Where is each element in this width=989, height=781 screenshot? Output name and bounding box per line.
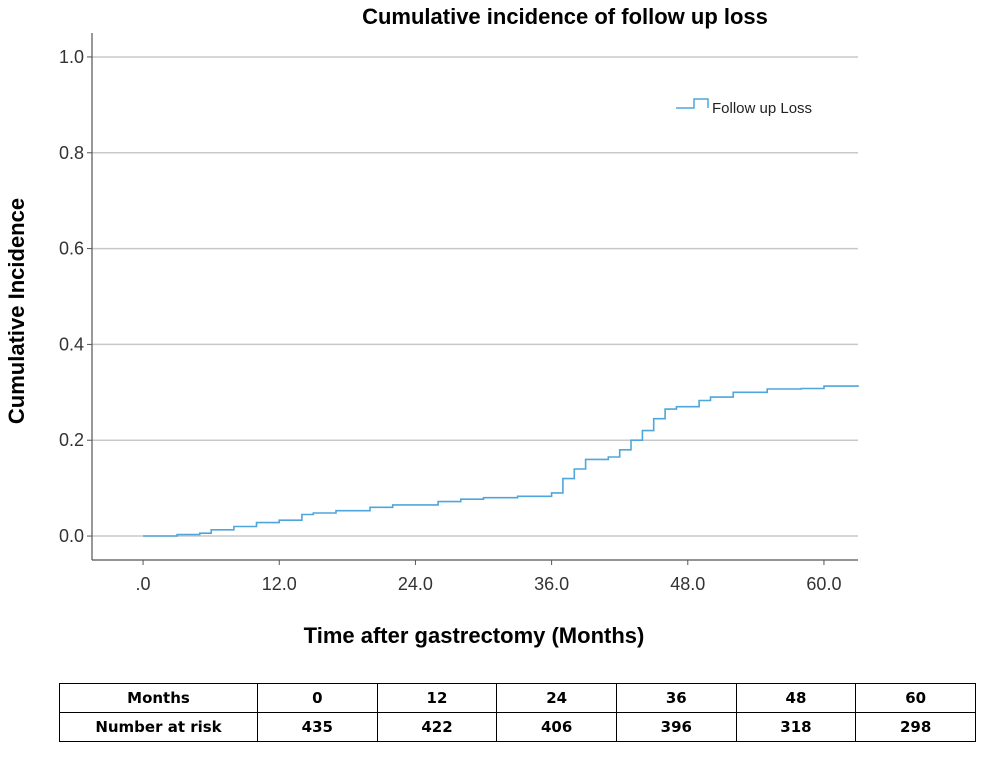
- risk-table-month: 48: [735, 683, 857, 713]
- x-tick-label: 36.0: [534, 574, 569, 594]
- risk-table-count: 318: [735, 712, 857, 742]
- x-ticks: .0 12.0 24.0 36.0 48.0 60.0: [136, 560, 841, 594]
- x-axis-label: Time after gastrectomy (Months): [304, 623, 645, 648]
- y-tick-label: 0.4: [59, 334, 84, 354]
- risk-table-month: 12: [376, 683, 498, 713]
- risk-table-count: 396: [615, 712, 737, 742]
- y-ticks: 0.0 0.2 0.4 0.6 0.8 1.0: [59, 47, 92, 546]
- y-tick-label: 0.8: [59, 143, 84, 163]
- risk-table-row-label: Number at risk: [59, 712, 258, 742]
- chart-title: Cumulative incidence of follow up loss: [362, 4, 768, 29]
- chart: Cumulative incidence of follow up loss 0…: [4, 4, 859, 648]
- risk-table-header-label: Months: [59, 683, 258, 713]
- y-tick-label: 1.0: [59, 47, 84, 67]
- risk-table-count: 435: [257, 712, 378, 742]
- y-tick-label: 0.0: [59, 526, 84, 546]
- y-tick-label: 0.6: [59, 239, 84, 259]
- risk-table-month: 36: [615, 683, 737, 713]
- legend: Follow up Loss: [676, 98, 812, 117]
- risk-table-month: 24: [496, 683, 617, 713]
- risk-table-count: 298: [855, 712, 976, 742]
- series: [143, 385, 859, 537]
- legend-label: Follow up Loss: [712, 100, 812, 117]
- legend-swatch-icon: [676, 98, 709, 109]
- y-tick-label: 0.2: [59, 430, 84, 450]
- x-tick-label: 24.0: [398, 574, 433, 594]
- grid: [92, 56, 858, 537]
- risk-table-count: 422: [376, 712, 498, 742]
- x-tick-label: 48.0: [670, 574, 705, 594]
- risk-table-month: 60: [855, 683, 976, 713]
- risk-table: Months 0 12 24 36 48 60 Number at risk 4…: [59, 683, 976, 742]
- risk-table-header-row: Months 0 12 24 36 48 60: [59, 683, 976, 713]
- series-line: [143, 385, 859, 537]
- x-tick-label: 60.0: [806, 574, 841, 594]
- x-tick-label: .0: [136, 574, 151, 594]
- x-tick-label: 12.0: [262, 574, 297, 594]
- risk-table-count-row: Number at risk 435 422 406 396 318 298: [59, 712, 976, 742]
- risk-table-count: 406: [496, 712, 617, 742]
- y-axis-label: Cumulative Incidence: [4, 198, 29, 424]
- risk-table-month: 0: [257, 683, 378, 713]
